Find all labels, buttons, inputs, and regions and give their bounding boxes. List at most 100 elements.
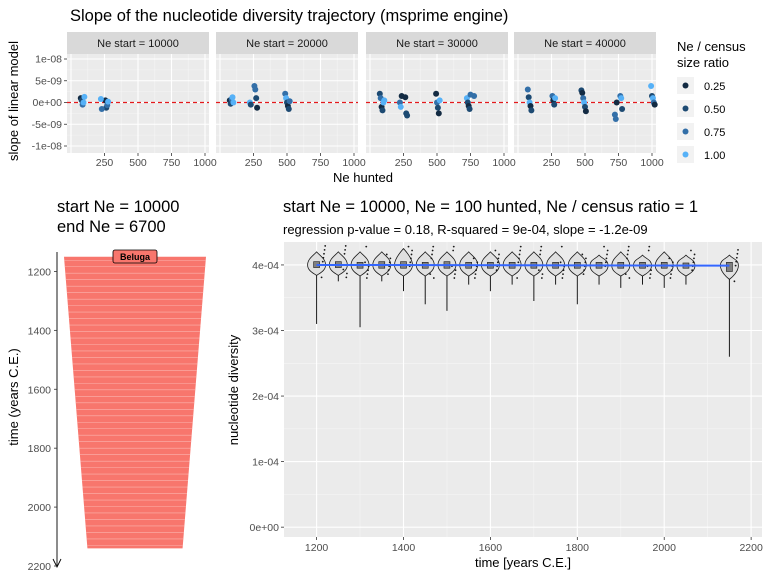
facet-strip bbox=[514, 32, 656, 54]
sample-point bbox=[584, 261, 587, 264]
x-axis-title: Ne hunted bbox=[333, 170, 393, 185]
sample-point bbox=[561, 277, 564, 279]
data-point bbox=[552, 95, 559, 102]
y-tick-label: 3e-04 bbox=[252, 326, 279, 338]
sample-point bbox=[474, 273, 477, 276]
y-tick-label: 1800 bbox=[28, 443, 52, 455]
data-point bbox=[247, 101, 254, 108]
sample-point bbox=[671, 261, 674, 264]
data-point bbox=[582, 108, 589, 115]
data-point bbox=[381, 97, 388, 104]
data-point bbox=[436, 97, 443, 104]
x-tick-label: 250 bbox=[543, 157, 561, 169]
data-point bbox=[97, 96, 104, 103]
facet-strip bbox=[67, 32, 209, 54]
data-point bbox=[105, 98, 112, 105]
sample-point bbox=[518, 253, 521, 256]
sample-point bbox=[537, 269, 540, 272]
sample-point bbox=[605, 257, 608, 260]
y-tick-label: 0e+00 bbox=[33, 97, 63, 109]
x-tick-label: 1600 bbox=[479, 542, 503, 554]
sample-point bbox=[411, 249, 413, 252]
population-label: Beluga bbox=[120, 252, 151, 262]
data-point bbox=[579, 89, 586, 96]
sample-point bbox=[410, 253, 413, 256]
sample-point bbox=[603, 245, 605, 248]
data-point bbox=[397, 103, 404, 110]
sample-point bbox=[342, 268, 345, 271]
sample-point bbox=[346, 272, 348, 275]
sample-point bbox=[364, 261, 366, 264]
x-tick-label: 750 bbox=[163, 157, 181, 169]
y-tick-label: 0e+00 bbox=[250, 522, 280, 534]
data-point bbox=[254, 104, 261, 111]
history-title: end Ne = 6700 bbox=[57, 218, 166, 236]
x-tick-label: 2200 bbox=[739, 542, 763, 554]
data-point bbox=[81, 93, 88, 100]
sample-point bbox=[498, 253, 500, 256]
legend-title: Ne / census bbox=[677, 39, 746, 54]
sample-point bbox=[649, 277, 651, 279]
sample-point bbox=[650, 269, 652, 272]
data-point bbox=[433, 90, 440, 97]
sample-point bbox=[343, 252, 346, 255]
data-point bbox=[229, 94, 236, 101]
sample-point bbox=[649, 273, 652, 276]
sample-point bbox=[668, 257, 671, 260]
sample-point bbox=[324, 245, 327, 247]
data-point bbox=[98, 106, 105, 113]
facet-strip-label: Ne start = 30000 bbox=[396, 38, 478, 50]
legend-label: 1.00 bbox=[704, 150, 725, 162]
sample-point bbox=[519, 245, 522, 248]
sample-point bbox=[431, 249, 434, 252]
data-point bbox=[651, 101, 658, 108]
sample-point bbox=[628, 277, 631, 279]
sample-point bbox=[385, 253, 388, 256]
x-tick-label: 1000 bbox=[492, 157, 516, 169]
data-point bbox=[285, 106, 292, 113]
sample-point bbox=[562, 269, 565, 272]
data-point bbox=[466, 106, 473, 113]
legend-swatch bbox=[682, 105, 689, 112]
data-point bbox=[528, 107, 535, 114]
sample-point bbox=[519, 249, 522, 252]
sample-point bbox=[344, 248, 347, 251]
history-title: start Ne = 10000 bbox=[57, 198, 179, 216]
sample-point bbox=[475, 269, 477, 272]
y-tick-label: 5e-09 bbox=[35, 75, 62, 87]
sample-point bbox=[581, 253, 584, 256]
data-point bbox=[80, 99, 87, 106]
sample-point bbox=[367, 269, 369, 272]
sample-point bbox=[516, 277, 519, 279]
data-point bbox=[551, 101, 558, 108]
sample-point bbox=[518, 257, 520, 260]
y-tick-label: 1e-04 bbox=[252, 457, 279, 469]
sample-point bbox=[737, 248, 739, 251]
sample-point bbox=[454, 273, 456, 276]
diversity-subtitle: regression p-value = 0.18, R-squared = 9… bbox=[283, 222, 648, 237]
sample-point bbox=[429, 273, 432, 276]
y-tick-label: 1400 bbox=[28, 325, 52, 337]
y-tick-label: 1e-08 bbox=[35, 54, 62, 66]
chart-title: Slope of the nucleotide diversity trajec… bbox=[70, 7, 508, 25]
sample-point bbox=[320, 276, 323, 279]
data-point bbox=[525, 94, 532, 101]
sample-point bbox=[453, 277, 456, 279]
x-tick-label: 1000 bbox=[640, 157, 664, 169]
sample-point bbox=[345, 276, 348, 279]
sample-point bbox=[387, 273, 389, 276]
sample-point bbox=[583, 269, 586, 272]
sample-point bbox=[407, 245, 410, 248]
x-tick-label: 1800 bbox=[566, 542, 590, 554]
sample-point bbox=[736, 252, 739, 255]
sample-point bbox=[539, 249, 542, 252]
sample-point bbox=[647, 249, 650, 252]
x-tick-label: 500 bbox=[278, 157, 296, 169]
facet-strip-label: Ne start = 40000 bbox=[544, 38, 626, 50]
sample-point bbox=[582, 273, 585, 276]
x-tick-label: 2000 bbox=[653, 542, 677, 554]
sample-point bbox=[366, 273, 369, 276]
sample-point bbox=[472, 257, 475, 260]
sample-point bbox=[648, 245, 651, 248]
violin-box bbox=[726, 262, 733, 272]
